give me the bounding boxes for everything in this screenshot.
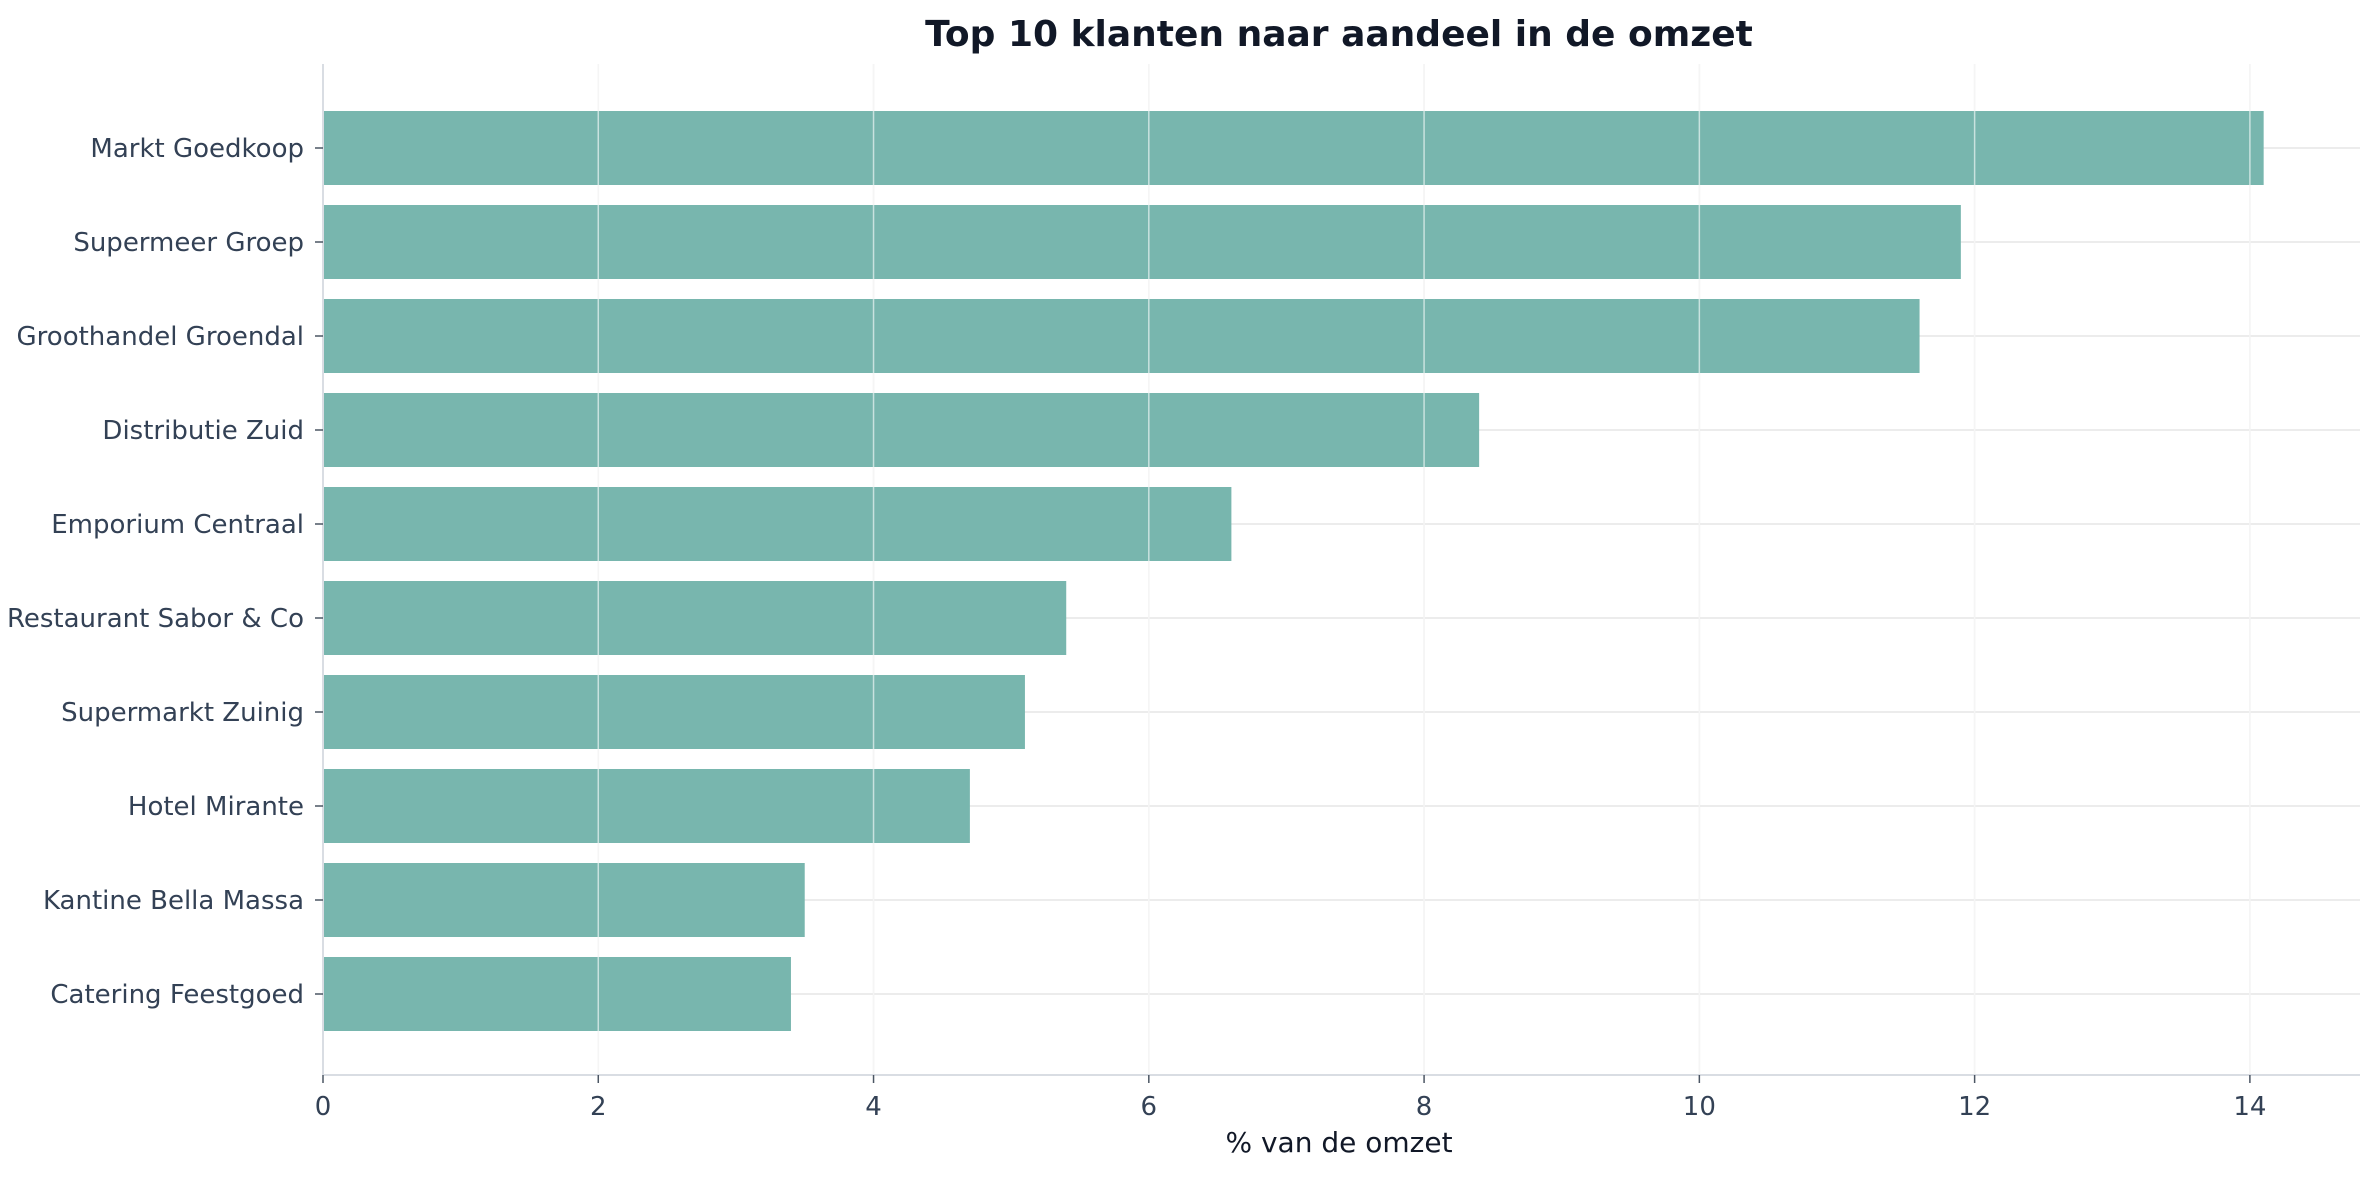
x-axis-title: % van de omzet bbox=[1225, 1126, 1452, 1159]
category-labels: Markt Goedkoop Supermeer Groep Groothandel… bbox=[7, 134, 304, 1010]
x-tick-label: 14 bbox=[2233, 1092, 2266, 1122]
category-label: Hotel Mirante bbox=[128, 792, 304, 822]
category-label: Supermarkt Zuinig bbox=[61, 698, 304, 728]
chart-title: Top 10 klanten naar aandeel in de omzet bbox=[925, 14, 1753, 55]
x-tick-label: 6 bbox=[1141, 1092, 1158, 1122]
category-label: Kantine Bella Massa bbox=[43, 886, 304, 916]
axis-layer bbox=[315, 64, 2360, 1083]
bars-layer bbox=[323, 111, 2264, 1031]
bar bbox=[323, 863, 805, 937]
bar bbox=[323, 205, 1961, 279]
x-tick-label: 10 bbox=[1683, 1092, 1716, 1122]
bar bbox=[323, 769, 970, 843]
bar bbox=[323, 675, 1025, 749]
vertical-grid-overlay bbox=[597, 64, 2251, 1075]
x-tick-label: 2 bbox=[590, 1092, 607, 1122]
category-label: Markt Goedkoop bbox=[90, 134, 304, 164]
category-label: Catering Feestgoed bbox=[50, 980, 304, 1010]
category-label: Supermeer Groep bbox=[73, 228, 304, 258]
x-tick-labels: 0 2 4 6 8 10 12 14 bbox=[315, 1092, 2267, 1122]
x-tick-label: 4 bbox=[865, 1092, 882, 1122]
category-label: Emporium Centraal bbox=[51, 510, 304, 540]
bar bbox=[323, 111, 2264, 185]
category-label: Restaurant Sabor & Co bbox=[7, 604, 304, 634]
category-label: Distributie Zuid bbox=[102, 416, 304, 446]
x-tick-label: 0 bbox=[315, 1092, 332, 1122]
x-tick-label: 8 bbox=[1416, 1092, 1433, 1122]
category-label: Groothandel Groendal bbox=[17, 322, 304, 352]
bar bbox=[323, 393, 1480, 467]
bar bbox=[323, 299, 1920, 373]
x-tick-label: 12 bbox=[1958, 1092, 1991, 1122]
bar bbox=[323, 957, 791, 1031]
bar bbox=[323, 581, 1067, 655]
bar bbox=[323, 487, 1232, 561]
